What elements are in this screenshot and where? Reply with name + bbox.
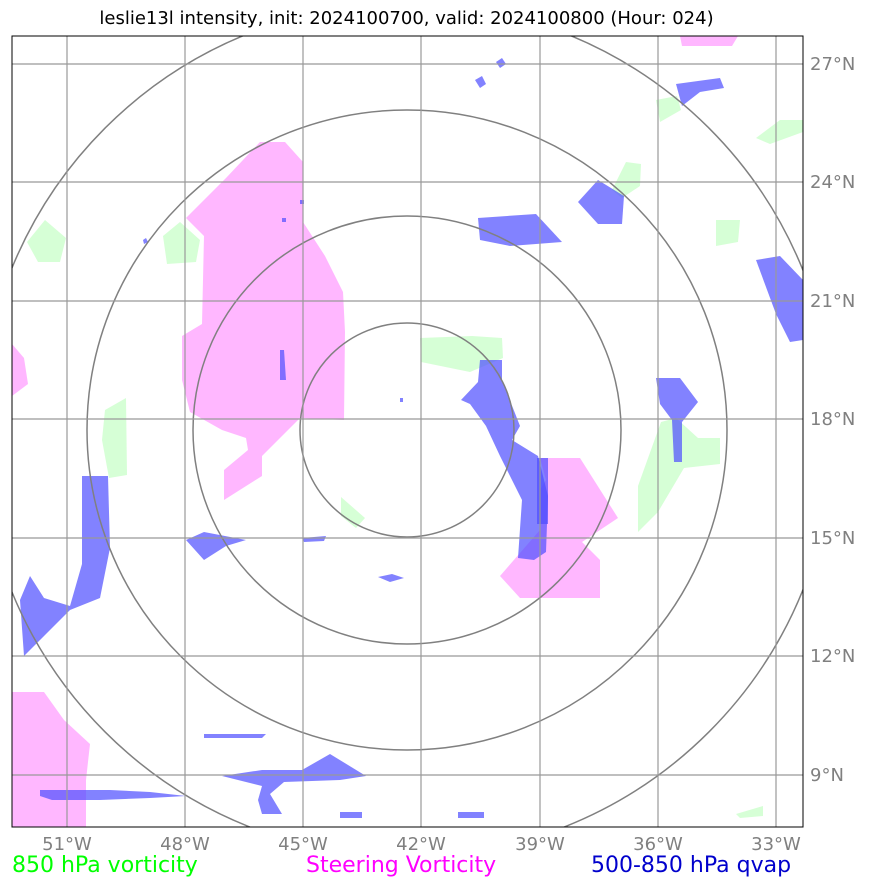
chart-title: leslie13l intensity, init: 2024100700, v…: [99, 8, 714, 29]
lon-tick-label: 48°W: [160, 834, 210, 855]
steering-vorticity-contours: [12, 36, 738, 827]
lat-tick-label: 12°N: [810, 646, 855, 667]
lon-tick-label: 33°W: [751, 834, 801, 855]
qvap-contours: [20, 58, 803, 818]
legend-steering-vorticity: Steering Vorticity: [306, 853, 497, 878]
range-rings: [12, 36, 803, 827]
plot-frame: [11, 35, 804, 828]
axis-ticks: 51°W 48°W 45°W 42°W 39°W 36°W 33°W 27°N 24°N 21°N…: [42, 54, 855, 855]
legend-qvap: 500-850 hPa qvap: [591, 853, 792, 878]
lat-tick-label: 21°N: [810, 291, 855, 312]
lat-tick-label: 18°N: [810, 409, 855, 430]
lon-tick-label: 39°W: [515, 834, 565, 855]
lat-tick-label: 24°N: [810, 172, 855, 193]
lat-tick-label: 27°N: [810, 54, 855, 75]
lon-tick-label: 51°W: [42, 834, 92, 855]
lat-tick-label: 15°N: [810, 528, 855, 549]
lat-tick-label: 9°N: [810, 765, 844, 786]
lon-tick-label: 45°W: [278, 834, 328, 855]
vorticity-850-contours: [27, 96, 803, 818]
legend-vorticity-850: 850 hPa vorticity: [12, 853, 198, 878]
lon-tick-label: 42°W: [396, 834, 446, 855]
map-layers: [12, 36, 803, 827]
lon-tick-label: 36°W: [633, 834, 683, 855]
lat-lon-grid: [12, 36, 803, 827]
